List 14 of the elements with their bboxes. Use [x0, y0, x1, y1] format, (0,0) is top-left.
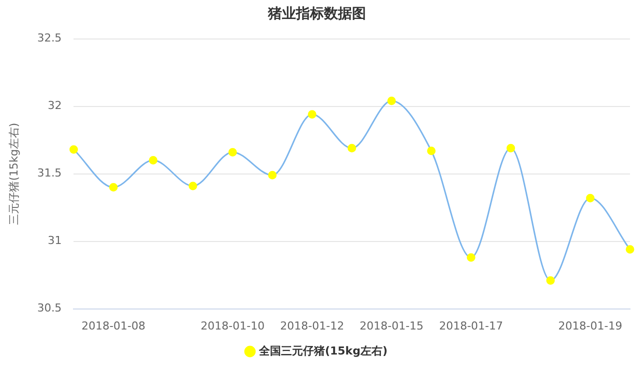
y-tick-label: 31: [48, 234, 62, 248]
x-tick-label: 2018-01-19: [558, 319, 622, 332]
x-tick-label: 2018-01-10: [200, 319, 265, 332]
legend-label: 全国三元仔猪(15kg左右): [258, 344, 388, 358]
x-tick-label: 2018-01-15: [360, 319, 424, 332]
y-tick-label: 32: [48, 99, 62, 112]
y-axis-title: 三元仔猪(15kg左右): [7, 122, 20, 225]
x-tick-label: 2018-01-17: [439, 319, 504, 332]
x-tick-label: 2018-01-12: [280, 319, 344, 332]
y-tick-label: 30.5: [37, 302, 62, 315]
y-tick-label: 32.5: [37, 32, 62, 45]
chart-title: 猪业指标数据图: [267, 6, 366, 22]
y-tick-label: 31.5: [37, 166, 62, 180]
x-tick-label: 2018-01-08: [81, 319, 146, 332]
